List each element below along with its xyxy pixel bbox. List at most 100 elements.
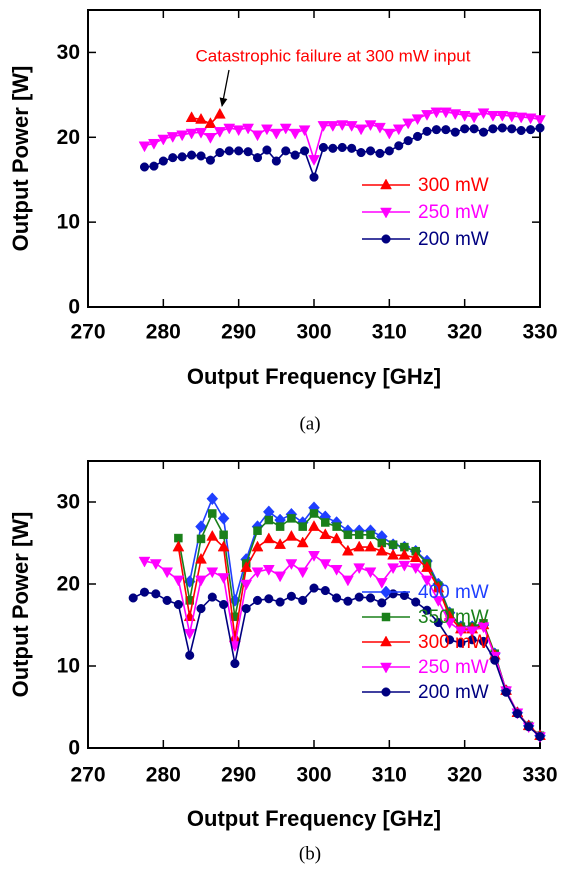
data-point bbox=[264, 515, 274, 525]
legend-marker bbox=[380, 662, 392, 674]
data-point bbox=[219, 599, 229, 610]
data-point bbox=[234, 146, 244, 156]
data-point bbox=[308, 551, 320, 562]
x-tick-label: 310 bbox=[372, 764, 407, 787]
data-point bbox=[330, 532, 343, 544]
data-point bbox=[364, 120, 377, 132]
data-point bbox=[337, 142, 347, 153]
data-point bbox=[321, 518, 330, 527]
x-tick-label: 330 bbox=[522, 764, 557, 787]
data-point bbox=[185, 128, 198, 140]
data-point bbox=[347, 143, 357, 153]
data-point bbox=[355, 124, 368, 136]
data-point bbox=[206, 492, 219, 506]
y-tick-label: 10 bbox=[57, 211, 80, 234]
data-point bbox=[443, 618, 456, 630]
data-point bbox=[251, 540, 264, 552]
data-point bbox=[195, 520, 207, 533]
data-point bbox=[535, 123, 545, 133]
data-point bbox=[445, 635, 455, 645]
data-point bbox=[336, 120, 349, 132]
data-point bbox=[326, 121, 339, 132]
data-point bbox=[128, 593, 138, 603]
y-tick-label: 20 bbox=[57, 573, 80, 596]
data-point bbox=[183, 628, 196, 640]
data-point bbox=[207, 592, 217, 602]
data-point bbox=[151, 589, 161, 599]
data-point bbox=[251, 567, 264, 579]
data-point bbox=[364, 540, 377, 552]
data-point bbox=[388, 540, 398, 549]
data-point bbox=[343, 596, 353, 606]
y-tick-label: 10 bbox=[57, 655, 80, 678]
data-point bbox=[383, 128, 396, 140]
data-point bbox=[413, 131, 423, 141]
data-point bbox=[449, 109, 462, 121]
data-point bbox=[195, 552, 207, 564]
data-point bbox=[217, 512, 230, 525]
data-point bbox=[467, 635, 477, 645]
x-tick-label: 290 bbox=[221, 764, 256, 787]
data-point bbox=[252, 595, 263, 605]
data-point bbox=[458, 110, 471, 122]
data-point bbox=[330, 564, 343, 576]
data-point bbox=[345, 121, 358, 132]
data-point bbox=[456, 638, 466, 648]
data-point bbox=[526, 125, 536, 135]
x-tick-label: 270 bbox=[70, 764, 105, 787]
data-point bbox=[411, 114, 424, 126]
y-tick-label: 0 bbox=[68, 737, 80, 760]
legend-label: 200 mW bbox=[418, 682, 489, 703]
legend-label: 350 mW bbox=[418, 607, 489, 628]
data-point bbox=[496, 110, 509, 122]
data-point bbox=[490, 655, 500, 665]
data-point bbox=[290, 150, 300, 160]
data-point bbox=[320, 586, 330, 596]
data-point bbox=[478, 636, 489, 646]
caption: (b) bbox=[299, 843, 321, 864]
data-point bbox=[421, 110, 433, 121]
data-point bbox=[172, 540, 185, 552]
data-point bbox=[264, 594, 274, 604]
data-point bbox=[439, 107, 452, 119]
data-point bbox=[162, 595, 172, 605]
legend-marker bbox=[380, 207, 392, 219]
data-point bbox=[208, 509, 217, 518]
data-point bbox=[507, 124, 517, 134]
data-point bbox=[505, 111, 518, 123]
data-point bbox=[270, 128, 283, 140]
data-point bbox=[206, 567, 219, 579]
data-point bbox=[432, 581, 445, 593]
data-point bbox=[195, 575, 207, 587]
data-point bbox=[477, 622, 490, 634]
x-tick-label: 320 bbox=[447, 321, 482, 344]
data-point bbox=[317, 121, 330, 132]
data-point bbox=[402, 118, 415, 130]
data-point bbox=[296, 536, 309, 548]
data-point bbox=[332, 522, 341, 531]
data-point bbox=[353, 540, 366, 552]
data-point bbox=[354, 592, 364, 602]
data-point bbox=[281, 146, 291, 156]
data-point bbox=[422, 605, 432, 615]
data-point bbox=[373, 122, 386, 134]
data-point bbox=[421, 575, 433, 587]
data-point bbox=[285, 559, 298, 571]
data-point bbox=[488, 124, 498, 134]
data-point bbox=[204, 117, 217, 128]
data-point bbox=[399, 590, 409, 601]
data-point bbox=[375, 578, 388, 589]
annotation-arrow bbox=[219, 69, 230, 107]
data-point bbox=[497, 123, 507, 133]
data-point bbox=[177, 152, 187, 162]
data-point bbox=[524, 722, 534, 732]
data-point bbox=[274, 571, 287, 583]
data-point bbox=[196, 534, 206, 544]
data-point bbox=[279, 123, 292, 135]
x-tick-label: 330 bbox=[522, 321, 557, 344]
data-point bbox=[260, 124, 273, 136]
data-point bbox=[356, 148, 366, 158]
data-point bbox=[319, 559, 332, 571]
data-point bbox=[516, 125, 526, 136]
